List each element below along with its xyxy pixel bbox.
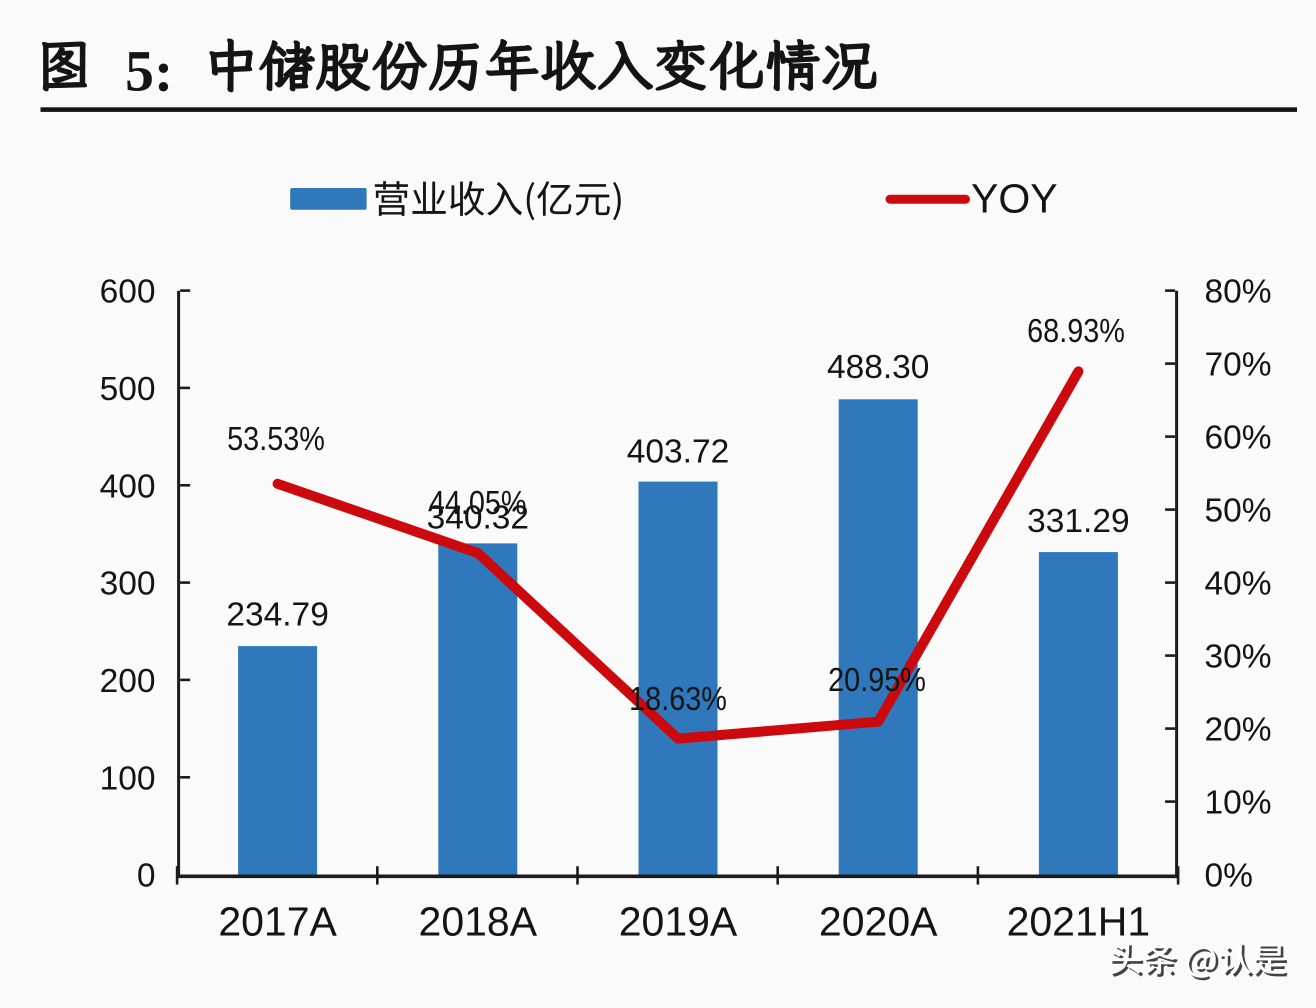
svg-text:44.05%: 44.05% <box>429 484 527 522</box>
svg-text:70%: 70% <box>1205 347 1272 384</box>
svg-text:0%: 0% <box>1205 858 1253 895</box>
svg-text:234.79: 234.79 <box>226 597 328 634</box>
svg-text:68.93%: 68.93% <box>1027 312 1125 350</box>
svg-text:80%: 80% <box>1205 274 1272 311</box>
svg-text:0: 0 <box>137 858 156 895</box>
svg-text:2017A: 2017A <box>218 899 337 945</box>
svg-text:20%: 20% <box>1205 712 1272 749</box>
svg-text:500: 500 <box>100 371 156 408</box>
svg-text:600: 600 <box>100 274 156 311</box>
svg-text:2021H1: 2021H1 <box>1007 899 1151 945</box>
svg-text:10%: 10% <box>1205 785 1272 822</box>
svg-text:50%: 50% <box>1205 493 1272 530</box>
svg-text:488.30: 488.30 <box>827 349 929 386</box>
svg-text:18.63%: 18.63% <box>629 680 727 718</box>
svg-text:YOY: YOY <box>971 176 1058 222</box>
svg-text:200: 200 <box>100 663 156 700</box>
svg-text:300: 300 <box>100 566 156 603</box>
svg-text:40%: 40% <box>1205 566 1272 603</box>
svg-text:100: 100 <box>100 760 156 797</box>
svg-text:2020A: 2020A <box>819 899 938 945</box>
svg-text:2018A: 2018A <box>419 899 538 945</box>
svg-text:20.95%: 20.95% <box>828 661 926 699</box>
svg-text:5:: 5: <box>125 39 173 104</box>
svg-text:340.32: 340.32 <box>427 500 529 537</box>
svg-text:2019A: 2019A <box>619 899 738 945</box>
svg-text:331.29: 331.29 <box>1027 503 1129 540</box>
svg-text:53.53%: 53.53% <box>227 420 325 458</box>
svg-text:400: 400 <box>100 468 156 505</box>
svg-text:403.72: 403.72 <box>627 434 729 471</box>
svg-text:60%: 60% <box>1205 420 1272 457</box>
svg-text:30%: 30% <box>1205 639 1272 676</box>
